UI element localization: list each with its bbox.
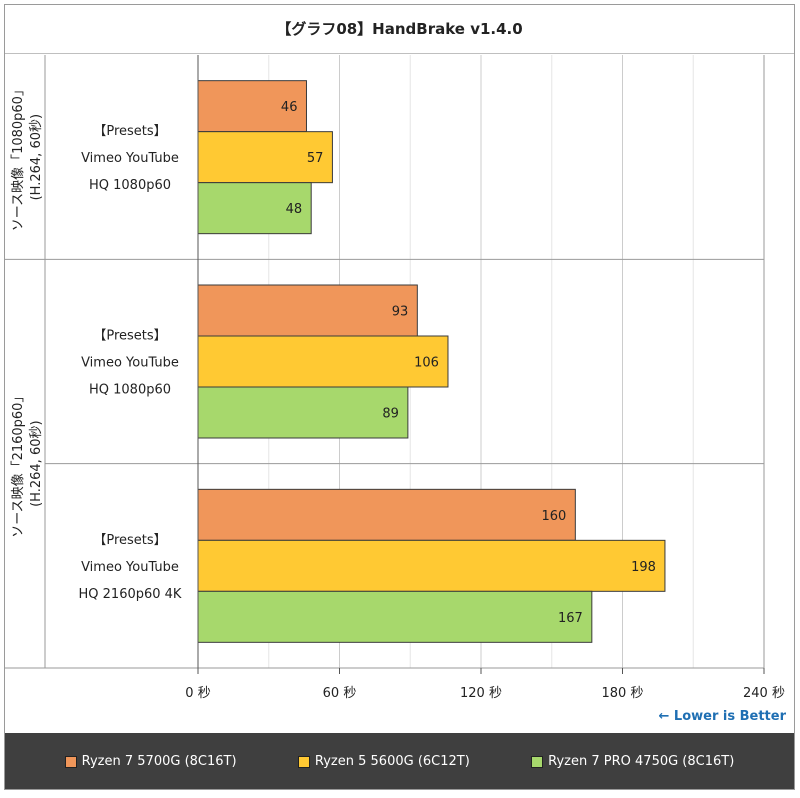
category-label-line: Vimeo YouTube: [81, 356, 179, 371]
category-label-line: Vimeo YouTube: [81, 151, 179, 166]
x-tick-label: 180 秒: [602, 686, 644, 701]
category-label-line: 【Presets】: [93, 124, 166, 139]
bar: [197, 386, 409, 439]
bar: [197, 182, 312, 235]
bar: [197, 539, 666, 592]
bar-value-label: 46: [281, 100, 298, 115]
legend-item: Ryzen 7 5700G (8C16T): [64, 754, 237, 769]
bar-value-label: 198: [631, 560, 656, 575]
legend: Ryzen 7 5700G (8C16T) Ryzen 5 5600G (6C12…: [4, 733, 795, 790]
legend-label: Ryzen 7 5700G (8C16T): [81, 754, 237, 769]
bar-value-label: 89: [382, 407, 399, 422]
bar-value-label: 167: [558, 611, 583, 626]
x-tick-label: 0 秒: [185, 686, 210, 701]
legend-label: Ryzen 5 5600G (6C12T): [314, 754, 470, 769]
legend-swatch: [531, 755, 544, 768]
bar: [197, 284, 418, 337]
category-label-line: 【Presets】: [93, 533, 166, 548]
chart-title: 【グラフ08】HandBrake v1.4.0: [4, 4, 795, 54]
group-sublabel: (H.264, 60秒): [29, 114, 44, 200]
bar: [197, 335, 449, 388]
lower-is-better-note: ← Lower is Better: [658, 709, 787, 724]
legend-item: Ryzen 7 PRO 4750G (8C16T): [531, 754, 734, 769]
category-label-line: HQ 1080p60: [89, 178, 171, 193]
bar-value-label: 106: [414, 356, 439, 371]
bar-value-label: 57: [307, 151, 324, 166]
x-tick-label: 240 秒: [743, 686, 785, 701]
category-label-line: HQ 2160p60 4K: [79, 587, 182, 602]
legend-swatch: [297, 755, 310, 768]
bar-value-label: 160: [542, 509, 567, 524]
legend-label: Ryzen 7 PRO 4750G (8C16T): [548, 754, 735, 769]
bar-value-label: 93: [392, 305, 409, 320]
group-label: ソース映像「1080p60」: [11, 83, 26, 231]
bar: [197, 590, 593, 643]
category-label-line: Vimeo YouTube: [81, 560, 179, 575]
category-label-line: HQ 1080p60: [89, 383, 171, 398]
legend-swatch: [64, 755, 77, 768]
legend-item: Ryzen 5 5600G (6C12T): [297, 754, 470, 769]
group-label: ソース映像「2160p60」: [11, 390, 26, 538]
bar-value-label: 48: [286, 202, 303, 217]
x-tick-label: 60 秒: [323, 686, 357, 701]
group-sublabel: (H.264, 60秒): [29, 420, 44, 506]
bar: [197, 488, 576, 541]
x-tick-label: 120 秒: [460, 686, 502, 701]
category-label-line: 【Presets】: [93, 329, 166, 344]
